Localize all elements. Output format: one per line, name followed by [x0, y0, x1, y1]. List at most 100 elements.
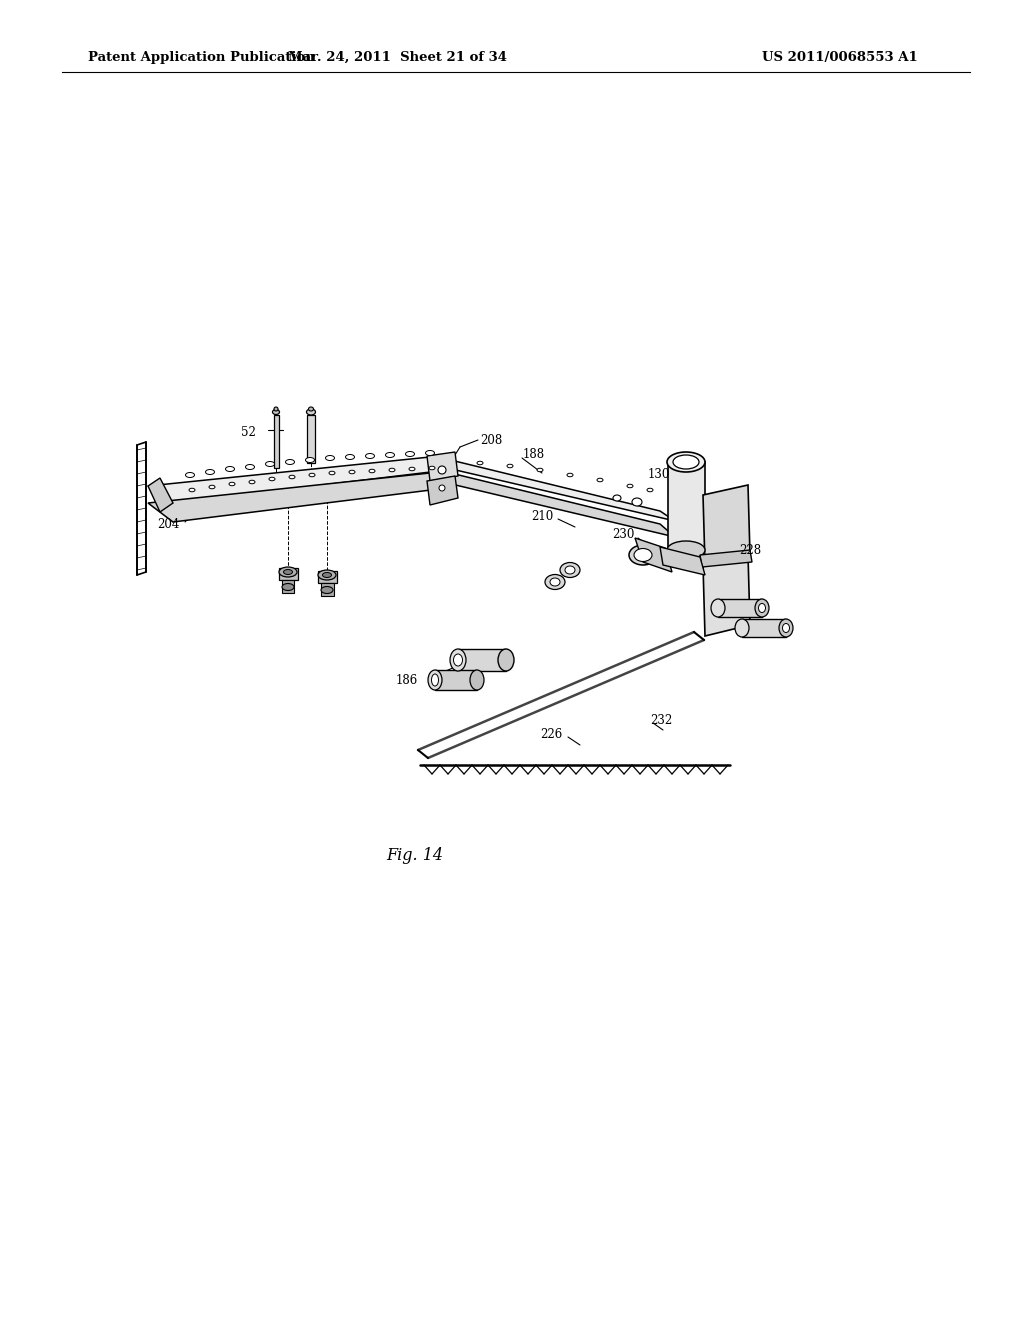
Ellipse shape [309, 474, 315, 477]
Ellipse shape [759, 603, 766, 612]
Text: 130: 130 [647, 469, 670, 482]
Ellipse shape [185, 473, 195, 478]
Ellipse shape [318, 570, 336, 579]
Ellipse shape [284, 569, 293, 574]
Polygon shape [282, 579, 294, 593]
Ellipse shape [673, 455, 699, 469]
Ellipse shape [632, 498, 642, 506]
Text: 230: 230 [612, 528, 635, 541]
Polygon shape [148, 457, 447, 503]
Ellipse shape [454, 653, 463, 667]
Text: Fig. 14: Fig. 14 [386, 846, 443, 863]
Text: Patent Application Publication: Patent Application Publication [88, 50, 314, 63]
Polygon shape [703, 484, 750, 565]
Polygon shape [742, 619, 786, 638]
Polygon shape [318, 572, 337, 583]
Polygon shape [635, 539, 672, 572]
Polygon shape [274, 414, 279, 469]
Polygon shape [430, 469, 675, 537]
Polygon shape [148, 478, 173, 512]
Text: 188: 188 [523, 449, 545, 462]
Ellipse shape [439, 484, 445, 491]
Text: 232: 232 [650, 714, 672, 726]
Ellipse shape [406, 451, 415, 457]
Ellipse shape [735, 619, 749, 638]
Text: 210: 210 [530, 510, 553, 523]
Ellipse shape [429, 466, 435, 470]
Ellipse shape [321, 586, 333, 594]
Ellipse shape [565, 566, 575, 574]
Ellipse shape [711, 599, 725, 616]
Ellipse shape [326, 455, 335, 461]
Ellipse shape [286, 459, 295, 465]
Ellipse shape [560, 562, 580, 578]
Ellipse shape [647, 488, 653, 492]
Ellipse shape [349, 470, 355, 474]
Ellipse shape [634, 549, 652, 561]
Ellipse shape [246, 465, 255, 470]
Text: 52: 52 [241, 426, 256, 440]
Polygon shape [458, 649, 506, 671]
Text: 186: 186 [395, 673, 418, 686]
Ellipse shape [249, 480, 255, 483]
Ellipse shape [613, 495, 621, 502]
Ellipse shape [545, 574, 565, 590]
Ellipse shape [279, 568, 297, 577]
Ellipse shape [366, 454, 375, 458]
Polygon shape [435, 671, 477, 690]
Ellipse shape [477, 461, 483, 465]
Ellipse shape [507, 465, 513, 467]
Ellipse shape [450, 649, 466, 671]
Text: 208: 208 [480, 433, 502, 446]
Ellipse shape [389, 469, 395, 471]
Ellipse shape [272, 409, 280, 414]
Ellipse shape [209, 486, 215, 488]
Ellipse shape [282, 583, 294, 590]
Ellipse shape [305, 458, 314, 462]
Ellipse shape [225, 466, 234, 471]
Ellipse shape [470, 671, 484, 690]
Ellipse shape [269, 478, 275, 480]
Ellipse shape [667, 541, 705, 558]
Ellipse shape [550, 578, 560, 586]
Text: 226: 226 [540, 727, 562, 741]
Ellipse shape [627, 484, 633, 488]
Ellipse shape [498, 649, 514, 671]
Ellipse shape [597, 478, 603, 482]
Polygon shape [430, 455, 675, 521]
Ellipse shape [345, 454, 354, 459]
Ellipse shape [369, 469, 375, 473]
Ellipse shape [329, 471, 335, 475]
Ellipse shape [567, 474, 573, 477]
Polygon shape [703, 554, 750, 636]
Polygon shape [668, 462, 705, 550]
Polygon shape [427, 477, 458, 506]
Text: US 2011/0068553 A1: US 2011/0068553 A1 [762, 50, 918, 63]
Polygon shape [148, 473, 447, 521]
Ellipse shape [265, 462, 274, 466]
Text: 204: 204 [158, 519, 180, 532]
Ellipse shape [206, 470, 214, 474]
Ellipse shape [409, 467, 415, 471]
Ellipse shape [323, 573, 332, 578]
Ellipse shape [779, 619, 793, 638]
Ellipse shape [755, 599, 769, 616]
Polygon shape [321, 583, 334, 597]
Ellipse shape [431, 675, 438, 686]
Ellipse shape [385, 453, 394, 458]
Polygon shape [279, 568, 298, 579]
Ellipse shape [537, 469, 543, 471]
Ellipse shape [274, 407, 278, 411]
Text: 228: 228 [739, 544, 761, 557]
Ellipse shape [667, 451, 705, 473]
Ellipse shape [308, 407, 313, 411]
Ellipse shape [438, 466, 446, 474]
Ellipse shape [426, 450, 434, 455]
Polygon shape [660, 546, 705, 576]
Ellipse shape [229, 482, 234, 486]
Ellipse shape [289, 475, 295, 479]
Polygon shape [307, 414, 315, 463]
Ellipse shape [189, 488, 195, 492]
Polygon shape [700, 550, 752, 568]
Text: Mar. 24, 2011  Sheet 21 of 34: Mar. 24, 2011 Sheet 21 of 34 [289, 50, 508, 63]
